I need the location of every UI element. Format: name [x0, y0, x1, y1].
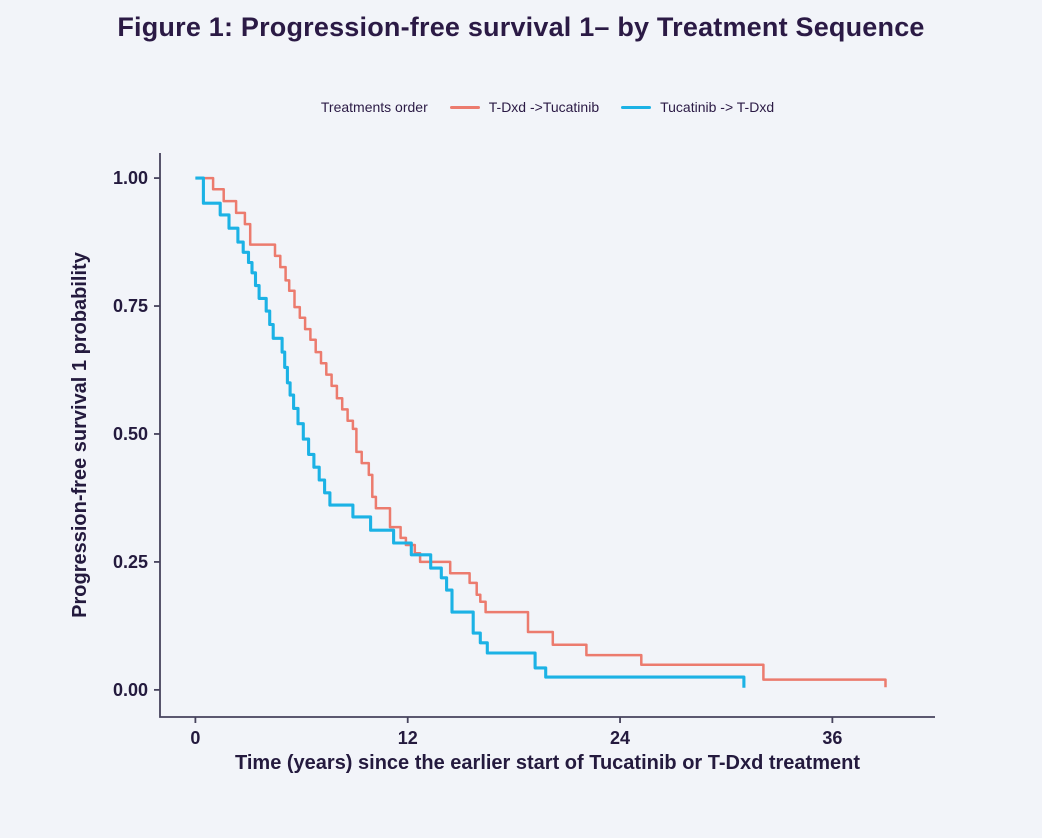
svg-text:0.00: 0.00	[113, 680, 148, 700]
legend-label-tucatinib-tdxd: Tucatinib -> T-Dxd	[660, 99, 775, 115]
svg-text:36: 36	[822, 728, 842, 748]
legend-item-tucatinib-tdxd: Tucatinib -> T-Dxd	[621, 99, 774, 115]
svg-text:0.50: 0.50	[113, 424, 148, 444]
legend-title: Treatments order	[320, 99, 428, 115]
svg-text:24: 24	[610, 728, 630, 748]
legend-label-tdxd-tucatinib: T-Dxd ->Tucatinib	[488, 99, 600, 115]
legend-item-tdxd-tucatinib: T-Dxd ->Tucatinib	[449, 99, 600, 115]
legend-swatch-tucatinib-tdxd-icon	[621, 105, 652, 109]
svg-text:Time (years) since the earlier: Time (years) since the earlier start of …	[235, 752, 860, 774]
legend-swatch-tdxd-tucatinib-icon	[449, 105, 480, 109]
figure-title: Figure 1: Progression-free survival 1– b…	[117, 12, 925, 42]
svg-text:0: 0	[190, 728, 200, 748]
svg-text:0.75: 0.75	[113, 296, 148, 316]
svg-text:12: 12	[398, 728, 418, 748]
svg-text:Progression-free survival 1 pr: Progression-free survival 1 probability	[69, 251, 91, 618]
svg-text:0.25: 0.25	[113, 552, 148, 572]
svg-text:1.00: 1.00	[113, 168, 148, 188]
chart-legend: Treatments order T-Dxd ->Tucatinib Tucat…	[160, 99, 935, 115]
